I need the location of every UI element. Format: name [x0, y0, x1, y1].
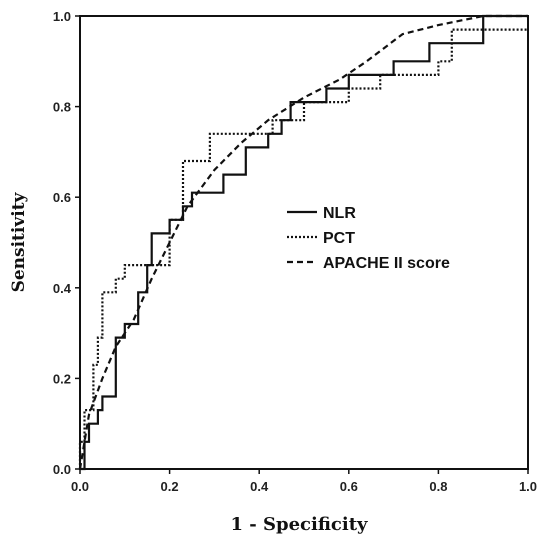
plot-frame [79, 15, 529, 470]
legend-label: PCT [323, 230, 355, 247]
y-axis-title: Sensitivity [9, 191, 29, 292]
x-tick-label: 0.2 [161, 479, 179, 494]
x-tick-label: 0.6 [340, 479, 358, 494]
legend-label: NLR [323, 205, 356, 222]
legend-label: APACHE II score [323, 255, 450, 272]
y-axis-ticks: 0.0 0.2 0.4 0.6 0.8 1.0 [53, 9, 80, 477]
x-axis-title: 1 - Specificity [230, 514, 368, 535]
series-line-nlr [80, 14, 528, 471]
series-layer [78, 14, 528, 471]
y-tick-label: 1.0 [53, 9, 71, 24]
x-tick-label: 1.0 [519, 479, 537, 494]
y-tick-label: 0.4 [53, 281, 72, 296]
series-line-apache-ii-score [78, 14, 528, 470]
x-tick-label: 0.4 [250, 479, 269, 494]
x-axis-ticks: 0.0 0.2 0.4 0.6 0.8 1.0 [71, 469, 537, 494]
y-tick-label: 0.2 [53, 371, 71, 386]
legend: NLR PCT APACHE II score [287, 205, 450, 272]
y-tick-label: 0.8 [53, 100, 71, 115]
y-tick-label: 0.0 [53, 462, 71, 477]
series-line-pct [78, 28, 528, 469]
y-tick-label: 0.6 [53, 190, 71, 205]
x-tick-label: 0.0 [71, 479, 89, 494]
x-tick-label: 0.8 [429, 479, 447, 494]
